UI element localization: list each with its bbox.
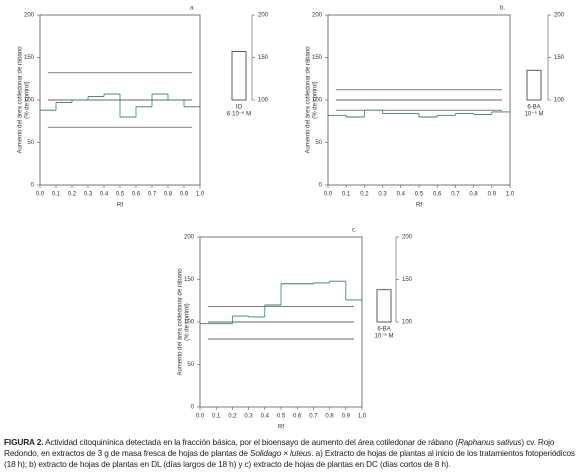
standard-label: IO [236, 105, 243, 111]
x-tick-label: 0.5 [415, 192, 424, 198]
y-axis-label: Aumento del área cotiledonar de rábano [178, 268, 184, 376]
y-axis-label: (% de control) [313, 81, 319, 118]
x-tick-label: 0.8 [469, 192, 478, 198]
x-axis-label: Rf [416, 203, 422, 209]
x-tick-label: 0.1 [52, 192, 61, 198]
x-tick-label: 0.2 [228, 414, 237, 420]
x-tick-label: 0.3 [84, 192, 93, 198]
y2-tick-label: 150 [402, 277, 413, 283]
y-tick-label: 50 [27, 140, 34, 146]
caption-label: FIGURA 2. [4, 437, 44, 447]
y2-tick-label: 200 [402, 235, 413, 241]
y-tick-label: 0 [31, 183, 35, 189]
caption: FIGURA 2. Actividad citoquinínica detect… [4, 437, 576, 470]
x-tick-label: 0.2 [68, 192, 77, 198]
x-tick-label: 0.4 [397, 192, 406, 198]
y-tick-label: 50 [315, 140, 322, 146]
x-tick-label: 0.8 [164, 192, 173, 198]
x-tick-label: 1.0 [506, 192, 515, 198]
x-tick-label: 0.9 [180, 192, 189, 198]
y-tick-label: 200 [312, 13, 323, 19]
standard-label: 6·10⁻⁶ M [227, 111, 251, 118]
caption-text: Solidago × luteus [249, 448, 312, 458]
standard-bar [376, 289, 392, 323]
y-axis-label: Aumento del área cotiledonar de rábano [306, 46, 312, 154]
y2-tick-label: 150 [258, 55, 269, 61]
y-tick-label: 100 [24, 98, 35, 104]
panel-label: a [190, 6, 194, 12]
y2-tick-label: 200 [554, 13, 565, 19]
x-tick-label: 0.5 [116, 192, 125, 198]
y-tick-label: 100 [184, 320, 195, 326]
x-tick-label: 0.6 [132, 192, 141, 198]
y-tick-label: 50 [187, 362, 194, 368]
x-tick-label: 0.7 [451, 192, 460, 198]
panel-label: b. [500, 6, 505, 12]
y-tick-label: 0 [191, 405, 195, 411]
figure: a 0 50 100 150 200 0.0 0.1 0.2 0.3 0.4 0.5 0.6 0.7 0.8… [18, 6, 565, 431]
y2-tick-label: 200 [258, 13, 269, 19]
x-tick-label: 0.8 [325, 414, 334, 420]
x-tick-label: 0.9 [488, 192, 497, 198]
x-tick-label: 0.4 [261, 414, 270, 420]
y-axis-label: (% de control) [25, 81, 31, 118]
y2-tick-label: 100 [554, 98, 565, 104]
standard-bar [231, 51, 247, 101]
standard-label: 6-BA [527, 105, 540, 111]
y-tick-label: 200 [24, 13, 35, 19]
x-tick-label: 0.3 [244, 414, 253, 420]
caption-text: . a) Extracto de hojas de plantas al ini… [4, 448, 575, 469]
x-axis-label: Rf [117, 203, 123, 209]
x-tick-label: 0.2 [360, 192, 369, 198]
x-tick-label: 0.0 [196, 414, 205, 420]
y-tick-label: 200 [184, 235, 195, 241]
caption-text: ) cv. Rojo Redondo, en extractos de 3 g … [4, 437, 555, 458]
standard-label: 10⁻⁶ M [375, 333, 394, 340]
x-tick-label: 0.9 [342, 414, 351, 420]
y-tick-label: 100 [312, 98, 323, 104]
x-tick-label: 1.0 [196, 192, 205, 198]
y2-tick-label: 150 [554, 55, 565, 61]
x-tick-label: 0.6 [433, 192, 442, 198]
y-tick-label: 150 [312, 55, 323, 61]
y-axis-label: Aumento del área cotiledonar de rábano [18, 46, 24, 154]
x-tick-label: 1.0 [358, 414, 367, 420]
x-tick-label: 0.0 [324, 192, 333, 198]
x-tick-label: 0.7 [148, 192, 157, 198]
y-tick-label: 0 [319, 183, 323, 189]
x-tick-label: 0.7 [309, 414, 318, 420]
panel-label: c. [352, 228, 357, 234]
x-tick-label: 0.4 [100, 192, 109, 198]
x-axis-label: Rf [278, 425, 284, 431]
caption-text: Raphanus sativus [457, 437, 522, 447]
y-tick-label: 150 [24, 55, 35, 61]
x-tick-label: 0.1 [342, 192, 351, 198]
x-tick-label: 0.6 [293, 414, 302, 420]
x-tick-label: 0.3 [378, 192, 387, 198]
y-axis-label: (% de control) [185, 303, 191, 340]
standard-label: 6-BA [377, 327, 390, 333]
x-tick-label: 0.0 [36, 192, 45, 198]
standard-bar [526, 69, 542, 101]
x-tick-label: 0.1 [212, 414, 221, 420]
x-tick-label: 0.5 [277, 414, 286, 420]
y2-tick-label: 100 [258, 98, 269, 104]
y2-tick-label: 100 [402, 320, 413, 326]
caption-text: Actividad citoquinínica detectada en la … [43, 437, 458, 447]
standard-label: 10⁻⁶ M [525, 111, 544, 118]
y-tick-label: 150 [184, 277, 195, 283]
